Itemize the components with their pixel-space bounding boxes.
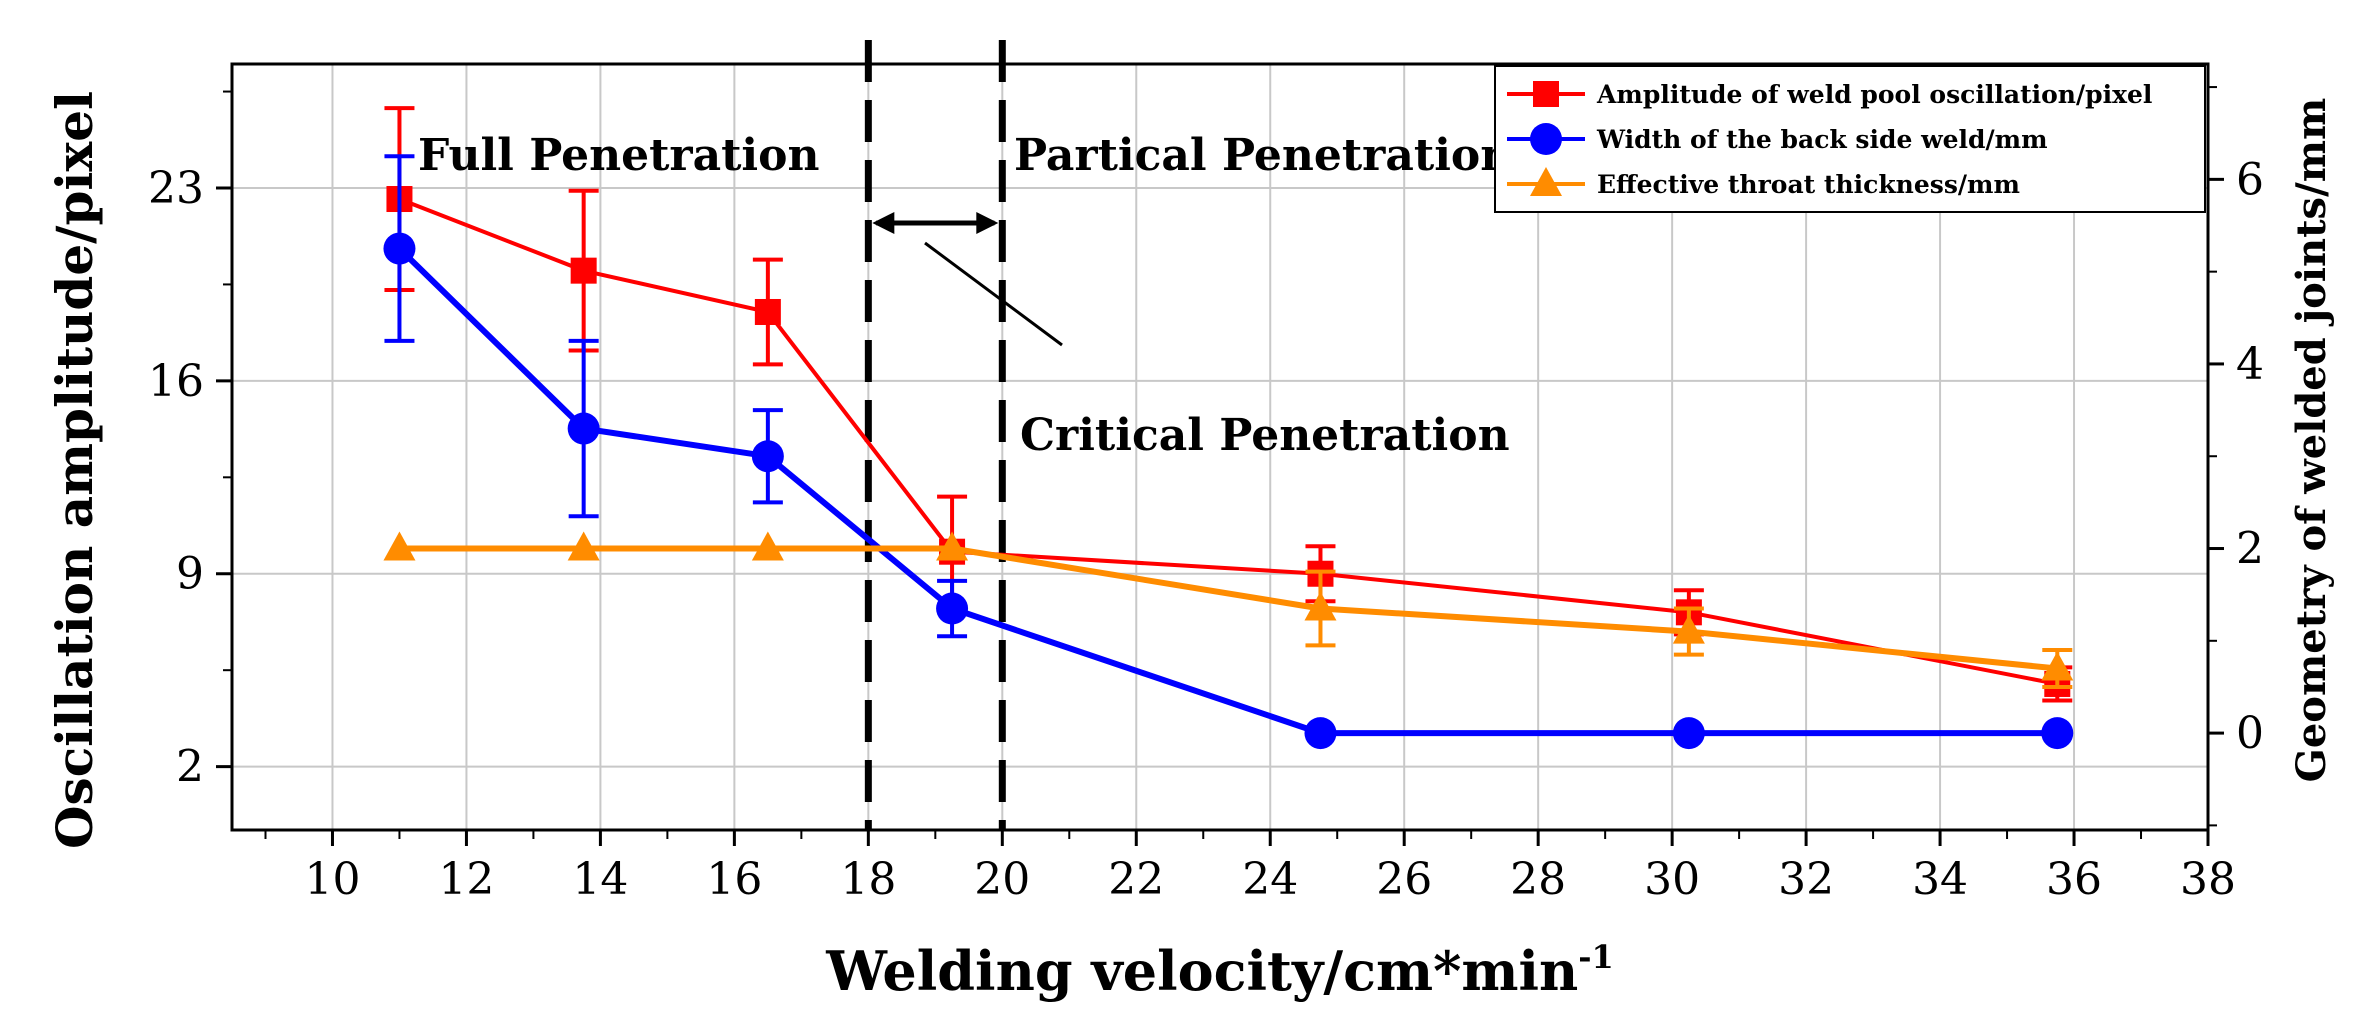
data-point [751, 440, 784, 473]
data-point [383, 531, 416, 561]
x-tick-label: 10 [304, 854, 360, 905]
legend-label: Width of the back side weld/mm [1596, 125, 2048, 154]
data-point [1533, 81, 1559, 107]
data-point [936, 592, 969, 625]
x-tick-label: 22 [1108, 854, 1164, 905]
data-point [1304, 591, 1337, 621]
x-tick-label: 36 [2046, 854, 2102, 905]
data-point [1672, 614, 1705, 644]
data-point [936, 531, 969, 561]
plot-frame [216, 62, 2224, 846]
data-point [383, 232, 416, 265]
annotation-full-penetration: Full Penetration [418, 130, 819, 181]
x-tick-label: 38 [2180, 854, 2236, 905]
x-tick-label: 16 [706, 854, 762, 905]
legend-label: Effective throat thickness/mm [1597, 170, 2020, 199]
series-2 [383, 154, 2074, 750]
x-tick-label: 32 [1778, 854, 1834, 905]
legend-item-3: Effective throat thickness/mm [1507, 167, 2020, 199]
x-tick-label: 18 [840, 854, 896, 905]
y-right-tick-label: 0 [2236, 708, 2264, 759]
data-point [751, 531, 784, 561]
data-point [1304, 717, 1337, 750]
legend-item-2: Width of the back side weld/mm [1507, 123, 2048, 155]
x-axis-title-text: Welding velocity/cm*min [825, 939, 1578, 1003]
x-axis-title: Welding velocity/cm*min-1 [825, 938, 1614, 1003]
series-layer [383, 106, 2074, 750]
critical-pointer-line [924, 241, 1063, 347]
x-tick-label: 12 [438, 854, 494, 905]
data-point [2041, 717, 2074, 750]
y-left-tick-label: 23 [148, 163, 204, 214]
y-right-tick-label: 2 [2236, 524, 2264, 575]
annotation-critical-penetration: Critical Penetration [1020, 410, 1510, 461]
legend-label: Amplitude of weld pool oscillation/pixel [1596, 80, 2152, 109]
x-tick-label: 28 [1510, 854, 1566, 905]
data-point [567, 531, 600, 561]
y-right-tick-label: 4 [2236, 339, 2264, 390]
y-left-tick-label: 2 [176, 742, 204, 793]
y-axis-right-title: Geometry of welded joints/mm [2288, 98, 2335, 783]
data-point [567, 412, 600, 445]
data-point [1530, 167, 1562, 196]
x-tick-label: 14 [572, 854, 628, 905]
axis-titles: Welding velocity/cm*min-1 Oscillation am… [45, 91, 2335, 1003]
penetration-boundaries [864, 40, 1063, 830]
data-point [754, 298, 781, 325]
y-axis-left-title: Oscillation amplitude/pixel [45, 91, 104, 849]
legend: Amplitude of weld pool oscillation/pixel… [1494, 65, 2206, 213]
data-point [570, 257, 597, 284]
legend-box [1494, 65, 2206, 213]
legend-item-1: Amplitude of weld pool oscillation/pixel [1507, 80, 2152, 109]
x-tick-label: 30 [1644, 854, 1700, 905]
range-arrow-head-right [976, 212, 999, 234]
y-right-tick-label: 6 [2236, 154, 2264, 205]
x-tick-label: 34 [1912, 854, 1968, 905]
annotation-partial-penetration: Partical Penetration [1014, 130, 1512, 181]
data-point [2041, 651, 2074, 681]
series-line [397, 246, 2058, 737]
series-3 [383, 531, 2074, 689]
data-point [1530, 123, 1562, 155]
data-point [1672, 717, 1705, 750]
x-tick-label: 24 [1242, 854, 1298, 905]
x-axis-title-superscript: -1 [1578, 938, 1614, 976]
y-left-tick-label: 9 [176, 549, 204, 600]
annotations: Full Penetration Partical Penetration Cr… [418, 130, 1512, 461]
y-left-tick-label: 16 [148, 356, 204, 407]
range-arrow-head-left [872, 212, 895, 234]
x-tick-label: 26 [1376, 854, 1432, 905]
x-tick-label: 20 [974, 854, 1030, 905]
plot-border [230, 62, 2210, 832]
